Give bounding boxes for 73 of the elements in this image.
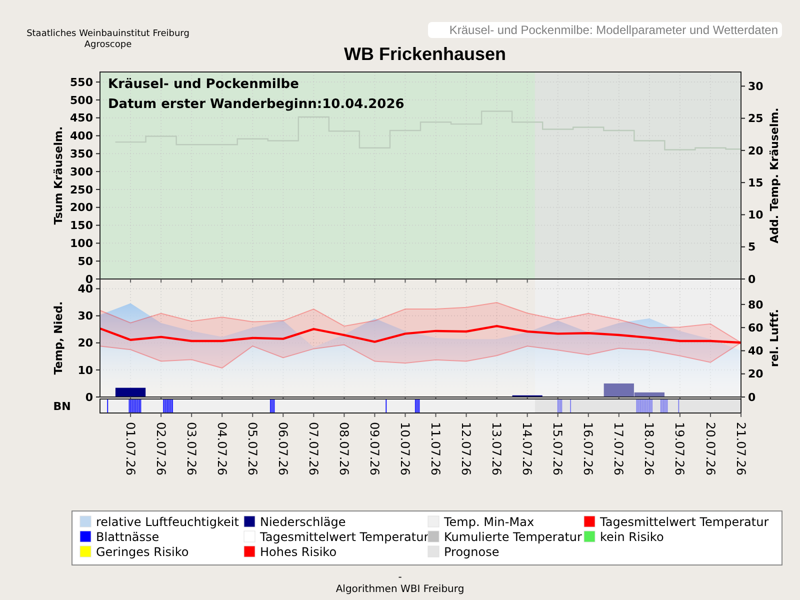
- y2-axis-title: Add. Temp. Kräuselm.: [768, 108, 781, 244]
- y-tick-label: 0: [85, 390, 94, 404]
- x-tick-label: 08.07.26: [336, 422, 351, 476]
- y2-tick-label: 80: [748, 298, 764, 312]
- y-tick-label: 550: [70, 76, 94, 89]
- x-tick-label: 21.07.26: [734, 422, 748, 476]
- y2-axis-title: rel. Luftf.: [768, 309, 781, 367]
- y2-tick-label: 20: [748, 144, 764, 158]
- x-tick-label: 12.07.26: [459, 422, 474, 476]
- text: Agroscope: [84, 40, 132, 50]
- x-tick-label: 03.07.26: [184, 422, 198, 476]
- category-label: Kumulierte Temperatur: [444, 530, 582, 544]
- category-label: kein Risiko: [600, 530, 664, 544]
- x-tick-label: 16.07.26: [581, 422, 596, 476]
- text: Staatliches Weinbauinstitut Freiburg: [26, 29, 190, 39]
- y-tick-label: 30: [78, 310, 94, 323]
- x-tick-label: 13.07.26: [490, 422, 504, 476]
- y2-tick-label: 20: [748, 368, 764, 381]
- category-label: Tagesmittelwert Temperatur: [259, 530, 429, 544]
- y-axis-title: Temp, Nied.: [52, 301, 65, 375]
- y2-tick-label: 25: [748, 112, 764, 126]
- x-tick-label: 11.07.26: [428, 422, 443, 476]
- y-tick-label: 250: [70, 183, 94, 196]
- category-label: relative Luftfeuchtigkeit: [96, 515, 240, 530]
- x-tick-label: 06.07.26: [276, 422, 290, 476]
- y-tick-label: 10: [78, 364, 94, 377]
- y-axis-title: BN: [53, 400, 71, 413]
- y2-tick-label: 60: [748, 321, 764, 334]
- x-tick-label: 10.07.26: [398, 422, 412, 476]
- annotation: Kräusel- und Pockenmilbe: [108, 77, 300, 92]
- x-tick-label: 05.07.26: [245, 422, 260, 476]
- category-label: Geringes Risiko: [96, 545, 189, 560]
- annotation: Datum erster Wanderbeginn:10.04.2026: [108, 97, 404, 112]
- x-tick-label: 14.07.26: [520, 422, 534, 476]
- y-tick-label: 400: [70, 130, 94, 143]
- y2-tick-label: 5: [748, 240, 756, 254]
- chart-subtitle: Kräusel- und Pockenmilbe: Modellparameter und Wetterdaten: [449, 23, 778, 37]
- y2-tick-label: 0: [748, 390, 756, 404]
- category-label: Hohes Risiko: [260, 545, 337, 560]
- y2-tick-label: 15: [748, 176, 764, 190]
- y2-tick-label: 0: [748, 272, 756, 286]
- x-tick-label: 20.07.26: [703, 422, 718, 476]
- x-tick-label: 02.07.26: [154, 422, 168, 476]
- category-label: Temp. Min-Max: [443, 515, 534, 530]
- text: Algorithmen WBI Freiburg: [336, 584, 464, 595]
- text: -: [398, 572, 402, 583]
- y-tick-label: 150: [70, 219, 94, 232]
- x-tick-label: 01.07.26: [123, 422, 138, 476]
- x-tick-label: 18.07.26: [642, 422, 656, 476]
- category-label: Prognose: [444, 545, 500, 560]
- y-tick-label: 100: [70, 237, 94, 250]
- y2-tick-label: 30: [748, 80, 764, 93]
- x-tick-label: 19.07.26: [672, 422, 687, 476]
- y-tick-label: 40: [78, 282, 94, 296]
- y-tick-label: 300: [70, 165, 94, 178]
- y-tick-label: 500: [70, 94, 94, 107]
- x-tick-label: 17.07.26: [612, 422, 626, 476]
- y-tick-label: 200: [70, 201, 94, 214]
- category-label: Tagesmittelwert Temperatur: [599, 515, 769, 530]
- category-label: Niederschläge: [260, 515, 346, 530]
- category-label: Blattnässe: [96, 530, 160, 544]
- y-axis-title: Tsum Kräuselm.: [52, 126, 65, 225]
- y-tick-label: 350: [70, 148, 94, 161]
- chart-title: WB Frickenhausen: [344, 44, 506, 64]
- y-tick-label: 450: [70, 112, 94, 125]
- y-tick-label: 20: [78, 336, 94, 350]
- y2-tick-label: 10: [748, 208, 764, 222]
- x-tick-label: 07.07.26: [306, 422, 320, 476]
- x-tick-label: 15.07.26: [550, 422, 565, 476]
- x-tick-label: 09.07.26: [368, 422, 382, 476]
- y2-tick-label: 40: [748, 344, 764, 358]
- x-tick-label: 04.07.26: [214, 422, 229, 476]
- y-tick-label: 50: [78, 254, 94, 268]
